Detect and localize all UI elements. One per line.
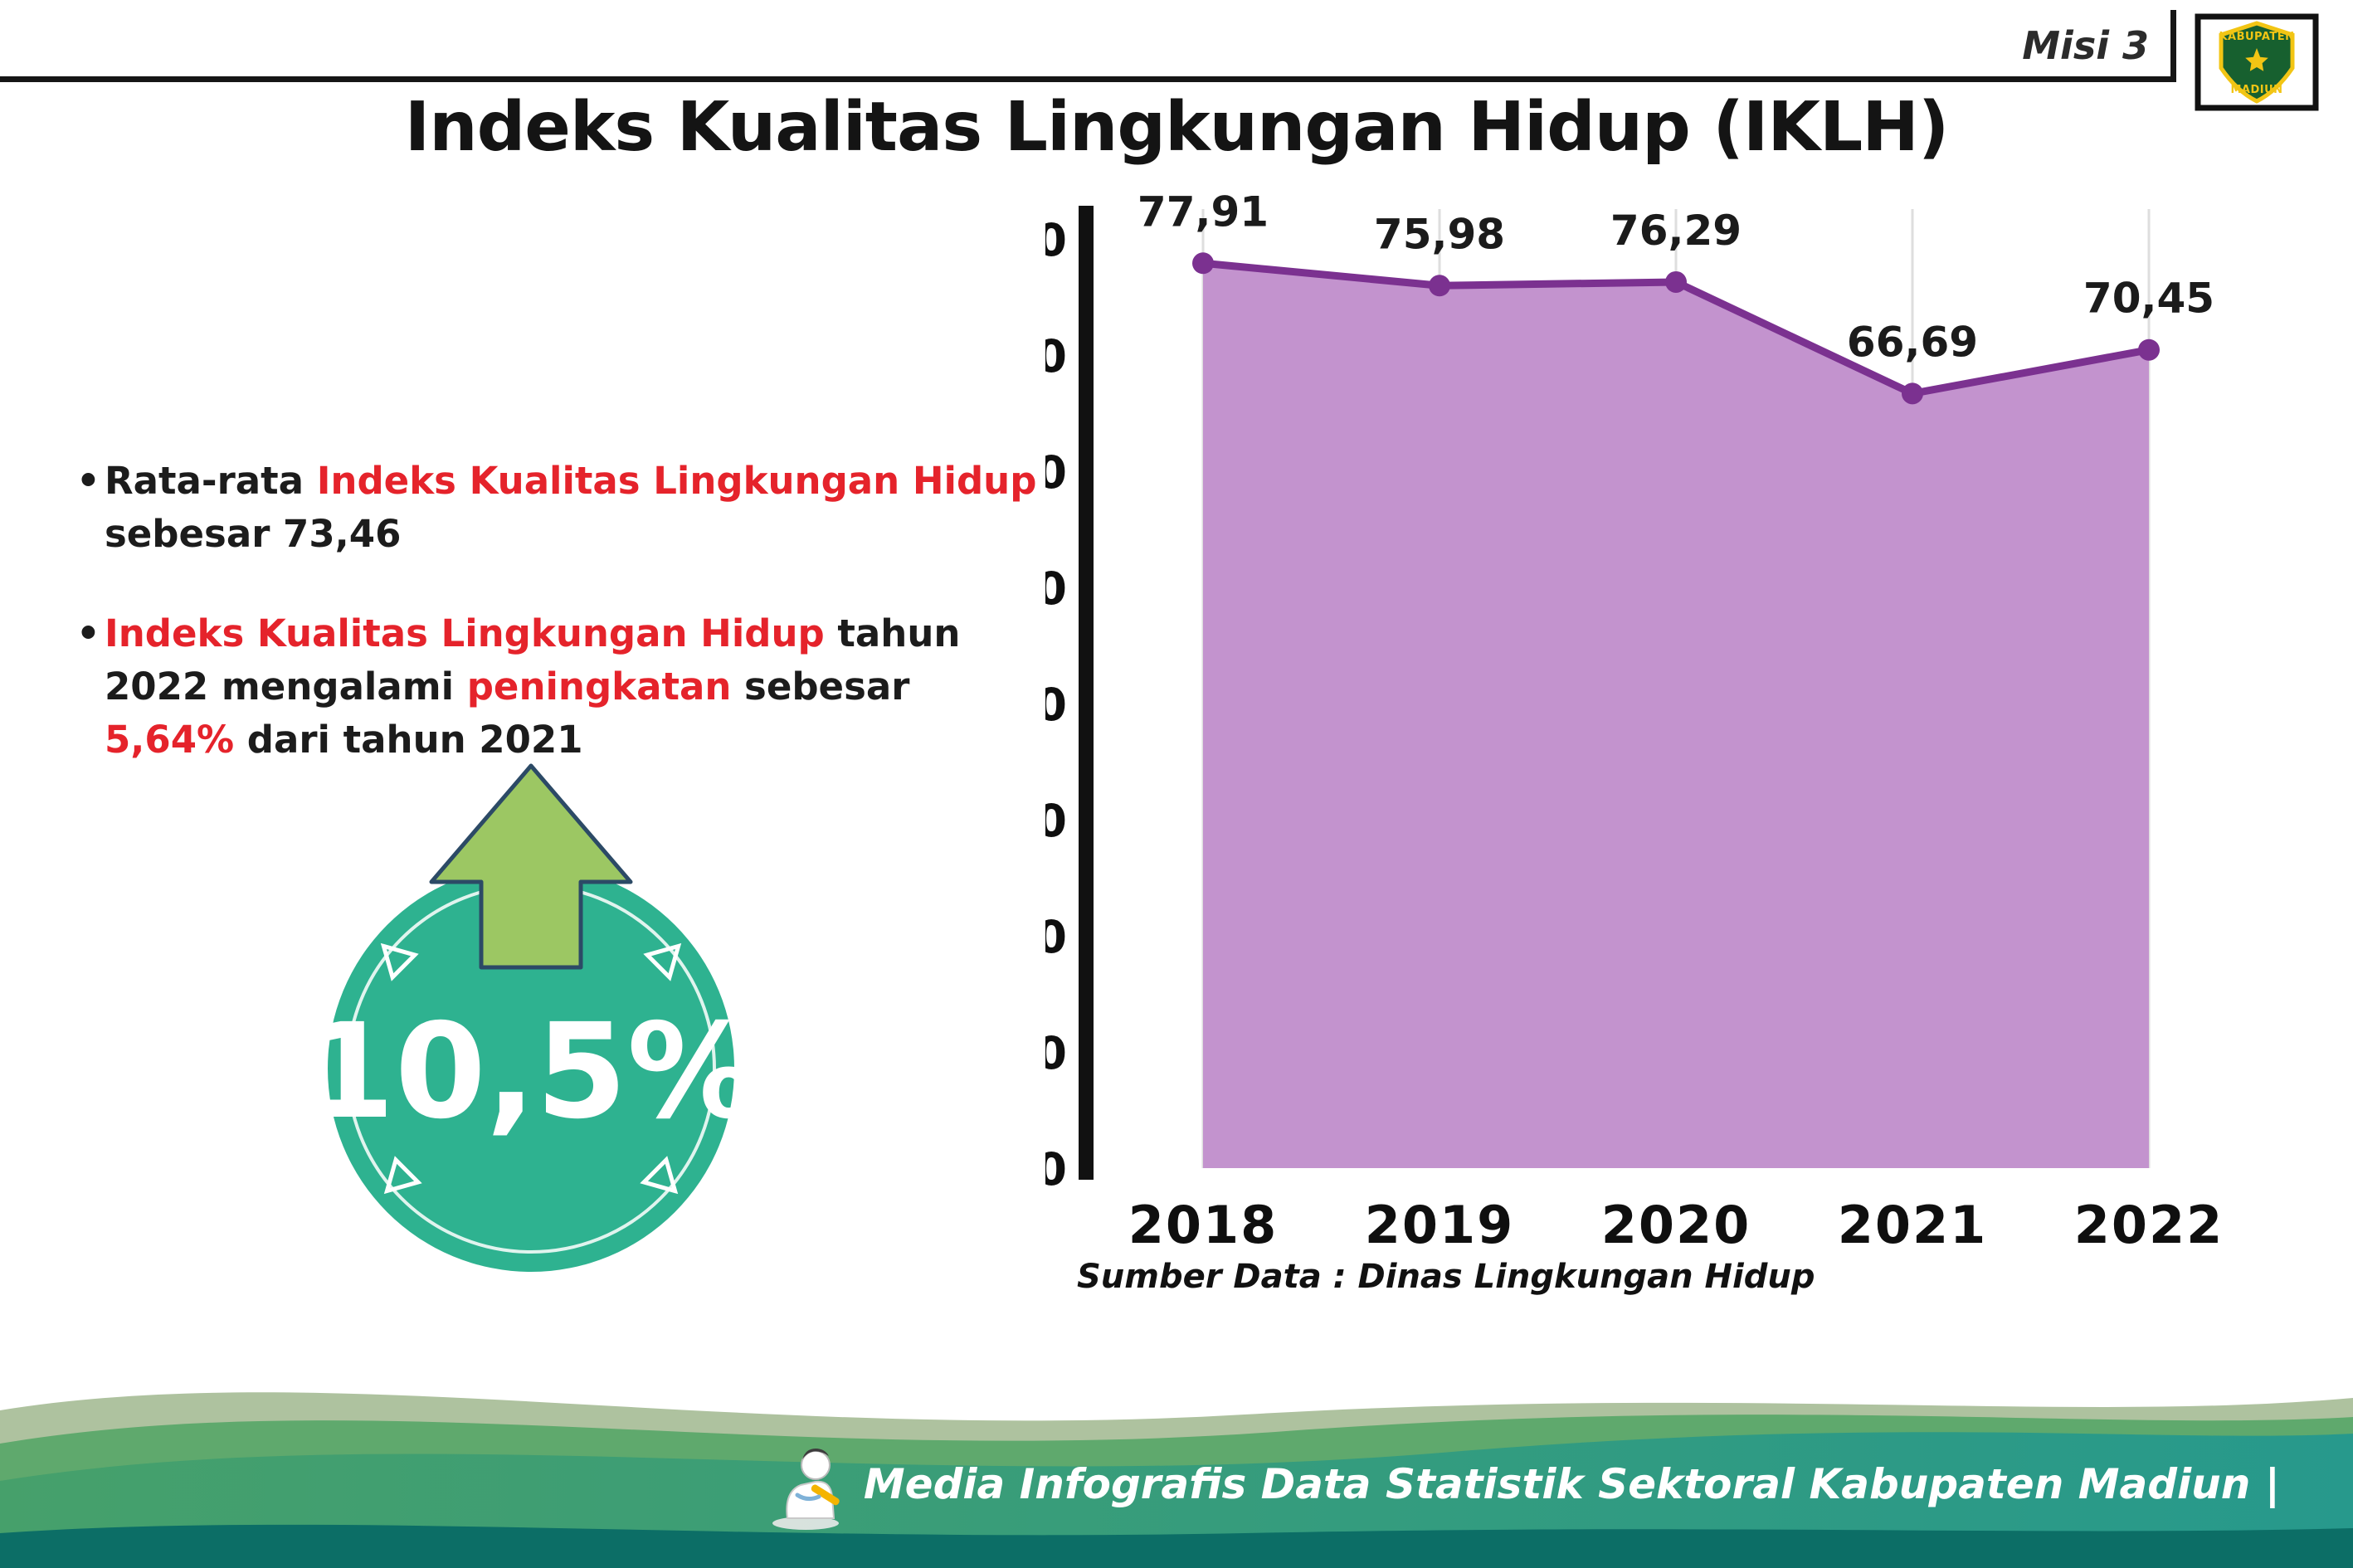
header-rule-corner xyxy=(2170,10,2176,82)
y-tick-label: 30 xyxy=(1045,795,1067,847)
y-tick-label: 20 xyxy=(1045,911,1067,963)
value-label: 70,45 xyxy=(2083,275,2214,323)
bullet-average: Rata-rata Indeks Kualitas Lingkungan Hid… xyxy=(76,455,1039,561)
kabupaten-madiun-logo: KABUPATEN MADIUN xyxy=(2195,13,2319,114)
bullet-increase-h1: Indeks Kualitas Lingkungan Hidup xyxy=(105,611,825,655)
x-tick-label: 2019 xyxy=(1365,1195,1515,1255)
bullet-increase-h3: 5,64% xyxy=(105,717,235,762)
value-label: 66,69 xyxy=(1847,318,1978,366)
misi-label: Misi 3 xyxy=(2022,23,2149,68)
kabupaten-madiun-crest-icon: KABUPATEN MADIUN xyxy=(2195,13,2319,111)
value-label: 75,98 xyxy=(1374,210,1505,258)
y-tick-label: 60 xyxy=(1045,446,1067,499)
x-tick-label: 2022 xyxy=(2074,1195,2224,1255)
bullet-average-highlight: Indeks Kualitas Lingkungan Hidup xyxy=(316,459,1037,503)
footer-caption: Media Infografis Data Statistik Sektoral… xyxy=(764,1437,2280,1531)
value-label: 77,91 xyxy=(1138,187,1269,236)
badge-circle xyxy=(328,865,734,1272)
x-tick-label: 2018 xyxy=(1128,1195,1279,1255)
bullet-increase-m1: tahun 2022 mengalami xyxy=(105,611,961,709)
increase-badge: 10,5% xyxy=(299,745,763,1293)
badge-tick-triangles xyxy=(380,942,682,1195)
header-rule xyxy=(0,76,2175,82)
mascot-icon xyxy=(772,1449,840,1530)
bullet-increase-m2: sebesar xyxy=(731,664,910,709)
bullet-average-post: sebesar 73,46 xyxy=(105,511,402,556)
value-label: 76,29 xyxy=(1610,207,1742,255)
bullet-increase-h2: peningkatan xyxy=(466,664,732,709)
increase-badge-graphic: 10,5% xyxy=(304,763,758,1272)
badge-value: 10,5% xyxy=(304,996,758,1148)
iklh-area-chart-svg: 0 10 20 30 40 50 60 70 80 77,91 75,98 76,29 66,69 70,… xyxy=(1005,187,2224,1255)
y-tick-label: 80 xyxy=(1045,214,1067,266)
chart-source: Sumber Data : Dinas Lingkungan Hidup xyxy=(1077,1258,1815,1296)
x-tick-label: 2020 xyxy=(1601,1195,1751,1255)
y-tick-label: 70 xyxy=(1045,330,1067,382)
up-arrow-icon xyxy=(429,763,633,970)
bullet-increase-post: dari tahun 2021 xyxy=(234,717,583,762)
y-tick-label: 40 xyxy=(1045,679,1067,731)
iklh-chart: 0 10 20 30 40 50 60 70 80 77,91 75,98 76,29 66,69 70,… xyxy=(1005,181,2340,1342)
x-tick-label: 2021 xyxy=(1838,1195,1988,1255)
area-fill xyxy=(1203,263,2149,1168)
page-title: Indeks Kualitas Lingkungan Hidup (IKLH) xyxy=(404,88,1950,167)
data-point xyxy=(1902,382,1923,405)
summary-bullets: Rata-rata Indeks Kualitas Lingkungan Hid… xyxy=(76,455,1039,812)
data-point xyxy=(1665,270,1687,293)
data-point xyxy=(1429,275,1450,297)
logo-text-top: KABUPATEN xyxy=(2219,31,2294,43)
footer-caption-text: Media Infografis Data Statistik Sektoral… xyxy=(863,1460,2280,1508)
y-tick-label: 10 xyxy=(1045,1027,1067,1079)
footer-waves xyxy=(0,1392,2353,1568)
y-tick-label: 50 xyxy=(1045,562,1067,615)
bullet-average-pre: Rata-rata xyxy=(105,459,317,503)
y-axis xyxy=(1079,206,1094,1180)
y-tick-label: 0 xyxy=(1045,1143,1067,1195)
logo-text-bottom: MADIUN xyxy=(2230,84,2282,96)
data-point xyxy=(2138,338,2160,361)
data-point xyxy=(1192,252,1214,275)
bullet-increase: Indeks Kualitas Lingkungan Hidup tahun 2… xyxy=(76,607,1039,767)
